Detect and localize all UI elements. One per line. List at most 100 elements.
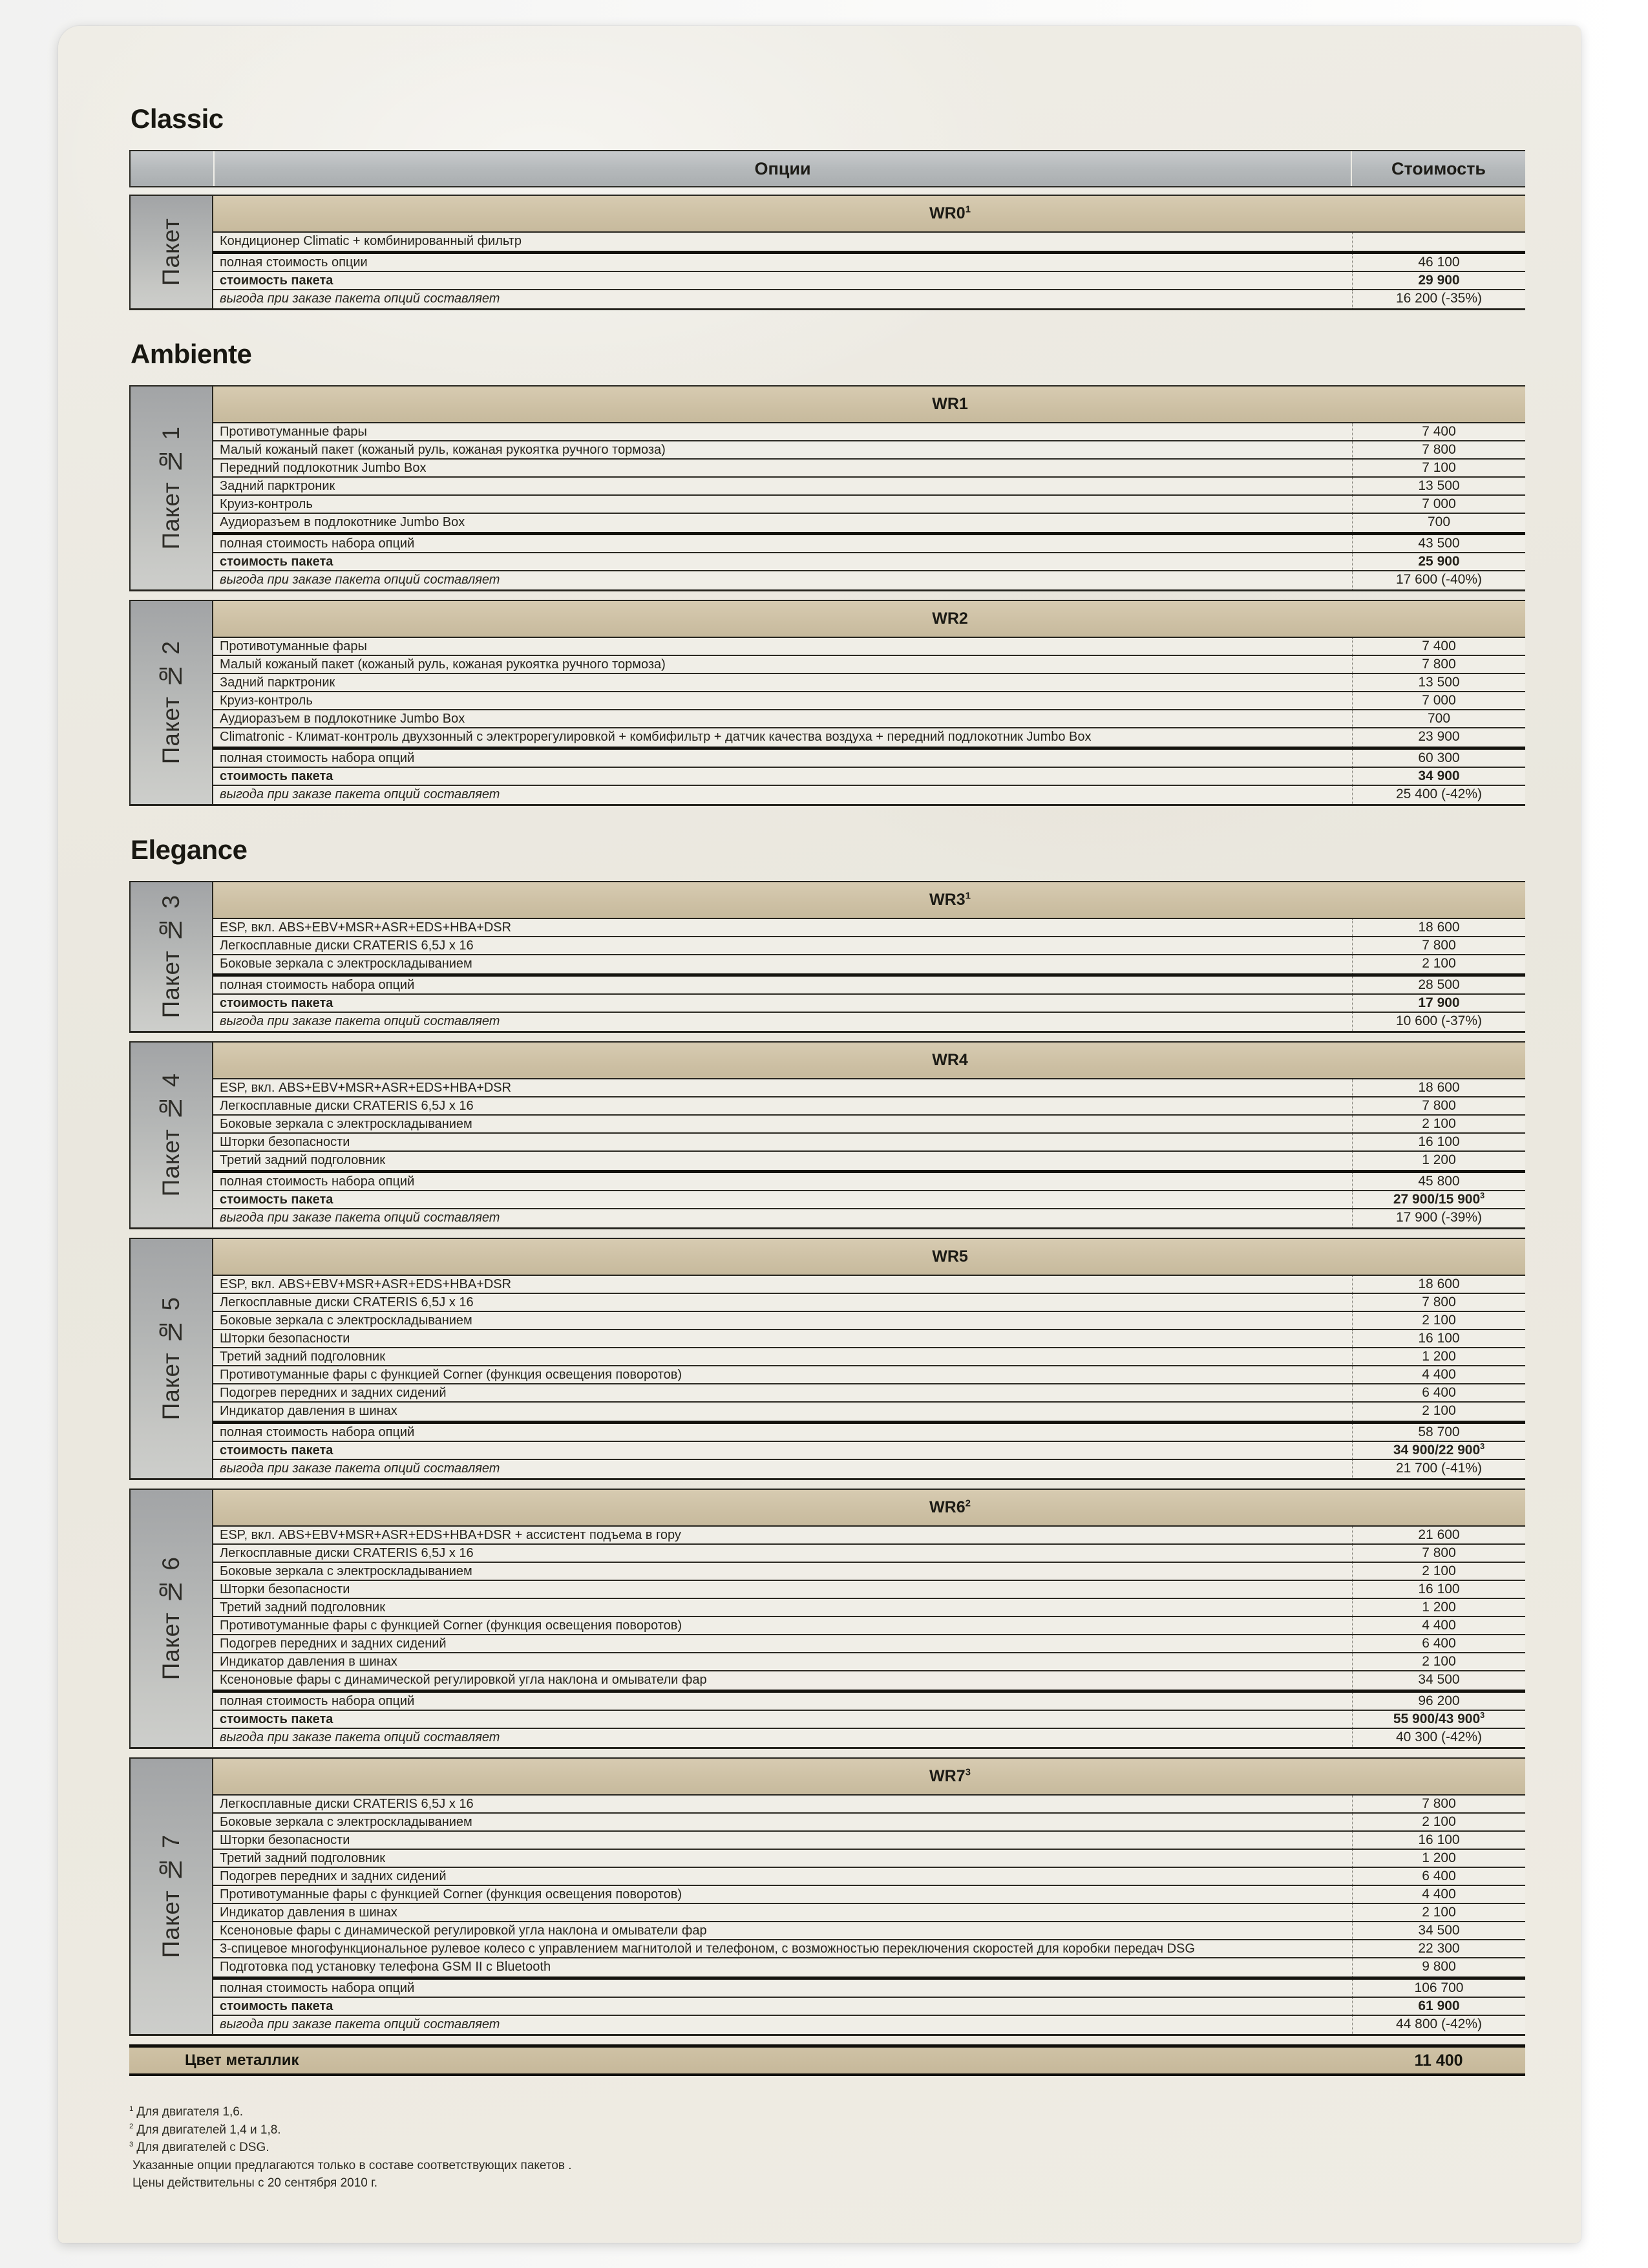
option-row: Легкосплавные диски CRATERIS 6,5J x 16 7 … [213,1545,1525,1563]
summary-price: 45 800 [1352,1173,1525,1190]
option-label: Задний парктроник [220,675,335,690]
summary-price-value: 28 500 [1418,977,1460,992]
metallic-color-row: Цвет металлик 11 400 [129,2044,1525,2076]
option-price-value: 22 300 [1418,1941,1460,1956]
summary-row: полная стоимость опции 46 100 [213,251,1525,272]
option-label: Боковые зеркала с электроскладыванием [220,1313,472,1328]
summary-label: выгода при заказе пакета опций составляе… [220,1461,500,1476]
option-price: 7 400 [1352,638,1525,655]
option-price: 23 900 [1352,728,1525,747]
summary-price-value: 21 700 (-41%) [1395,1461,1483,1476]
summary-row: выгода при заказе пакета опций составляе… [213,1729,1525,1747]
summary-price-value: 46 100 [1418,255,1460,270]
option-row: Climatronic - Климат-контроль двухзонный… [213,728,1525,747]
option-row: Третий задний подголовник 1 200 [213,1599,1525,1617]
summary-price: 10 600 (-37%) [1352,1013,1525,1031]
option-price: 700 [1352,710,1525,727]
option-price-value: 7 800 [1422,1796,1456,1811]
summary-price: 46 100 [1352,254,1525,271]
option-price-value: 6 400 [1422,1385,1456,1400]
summary-price: 34 900/22 9003 [1352,1442,1525,1459]
option-row: Круиз-контроль 7 000 [213,692,1525,710]
option-row: Боковые зеркала с электроскладыванием 2 1… [213,1814,1525,1832]
option-row: Боковые зеркала с электроскладыванием 2 1… [213,955,1525,973]
option-label: Кондиционер Climatic + комбинированный ф… [220,234,522,248]
option-row: Шторки безопасности 16 100 [213,1581,1525,1599]
option-row: Третий задний подголовник 1 200 [213,1850,1525,1868]
option-row: Подготовка под установку телефона GSM II… [213,1958,1525,1977]
summary-price: 25 400 (-42%) [1352,786,1525,804]
cost-column-header: Стоимость [1352,151,1525,186]
summary-price: 106 700 [1352,1980,1525,1997]
footnote-text: Для двигателя 1,6. [136,2105,244,2119]
package-table: Пакет № 4 WR4 ESP, вкл. ABS+EBV+MSR+ASR+ED… [129,1041,1525,1229]
footnote-line: Цены действительны с 20 сентября 2010 г. [129,2174,1525,2192]
option-label: ESP, вкл. ABS+EBV+MSR+ASR+EDS+HBA+DSR [220,1081,512,1095]
option-row: ESP, вкл. ABS+EBV+MSR+ASR+EDS+HBA+DSR 18 … [213,919,1525,937]
option-price: 21 600 [1352,1527,1525,1543]
option-price: 18 600 [1352,1079,1525,1096]
package-label: Пакет № 5 [131,1239,213,1478]
summary-row: выгода при заказе пакета опций составляе… [213,1460,1525,1478]
option-label: Легкосплавные диски CRATERIS 6,5J x 16 [220,1099,474,1113]
summary-row: стоимость пакета 61 900 [213,1998,1525,2016]
summary-row: полная стоимость набора опций 28 500 [213,973,1525,995]
option-row: ESP, вкл. ABS+EBV+MSR+ASR+EDS+HBA+DSR 18 … [213,1276,1525,1294]
option-price-value: 1 200 [1422,1850,1456,1865]
option-price-value: 34 500 [1418,1672,1460,1687]
summary-price-value: 34 900/22 900 [1393,1443,1481,1457]
option-price: 4 400 [1352,1617,1525,1634]
summary-price-footnote-marker: 3 [1480,1442,1485,1451]
option-price: 7 800 [1352,937,1525,954]
summary-price: 61 900 [1352,1998,1525,2015]
option-label: Противотуманные фары [220,425,367,439]
package-body: WR01 Кондиционер Climatic + комбинированн… [213,196,1525,308]
option-price: 7 000 [1352,692,1525,709]
package-code: WR1 [932,395,968,413]
option-label: Шторки безопасности [220,1582,350,1596]
summary-price-footnote-marker: 3 [1480,1711,1485,1720]
option-price-value: 13 500 [1418,478,1460,493]
option-price: 2 100 [1352,1563,1525,1580]
option-row: Ксеноновые фары с динамической регулиров… [213,1671,1525,1690]
summary-label: выгода при заказе пакета опций составляе… [220,573,500,587]
package-label: Пакет № 3 [131,882,213,1031]
option-label: Climatronic - Климат-контроль двухзонный… [220,730,1092,744]
summary-label: стоимость пакета [220,996,333,1010]
option-row: Боковые зеркала с электроскладыванием 2 1… [213,1563,1525,1581]
option-label: Противотуманные фары [220,639,367,653]
package-code: WR0 [929,204,966,222]
option-price: 4 400 [1352,1886,1525,1903]
option-label: Индикатор давления в шинах [220,1655,397,1669]
package-label-text: Пакет № 3 [158,895,184,1019]
option-price: 4 400 [1352,1366,1525,1383]
option-row: Аудиоразъем в подлокотнике Jumbo Box 700 [213,710,1525,728]
summary-label: полная стоимость набора опций [220,1694,415,1708]
option-label: Третий задний подголовник [220,1600,385,1615]
package-code-band: WR31 [213,882,1525,919]
option-label: Подготовка под установку телефона GSM II… [220,1960,551,1974]
option-label: Боковые зеркала с электроскладыванием [220,1815,472,1829]
option-label: Противотуманные фары с функцией Corner (… [220,1887,682,1902]
summary-label: стоимость пакета [220,769,333,783]
summary-label: стоимость пакета [220,1712,333,1726]
option-price-value: 7 800 [1422,1295,1456,1309]
option-price-value: 6 400 [1422,1869,1456,1883]
footnote-marker: 1 [129,2104,134,2113]
summary-label: полная стоимость набора опций [220,751,415,765]
option-label: ESP, вкл. ABS+EBV+MSR+ASR+EDS+HBA+DSR + … [220,1528,681,1542]
section-title: Classic [131,103,224,134]
package-label: Пакет № 4 [131,1043,213,1227]
option-price: 18 600 [1352,1276,1525,1293]
package-code-band: WR1 [213,387,1525,423]
option-price-value: 21 600 [1418,1527,1460,1542]
option-row: Кондиционер Climatic + комбинированный ф… [213,233,1525,251]
option-price: 7 800 [1352,1545,1525,1562]
option-label: Передний подлокотник Jumbo Box [220,461,427,475]
metallic-color-price: 11 400 [1414,2051,1463,2070]
option-label: Третий задний подголовник [220,1350,385,1364]
summary-price-footnote-marker: 3 [1480,1191,1485,1200]
option-label: Аудиоразъем в подлокотнике Jumbo Box [220,712,465,726]
option-row: Третий задний подголовник 1 200 [213,1348,1525,1366]
footnote-text: Указанные опции предлагаются только в со… [132,2158,572,2172]
